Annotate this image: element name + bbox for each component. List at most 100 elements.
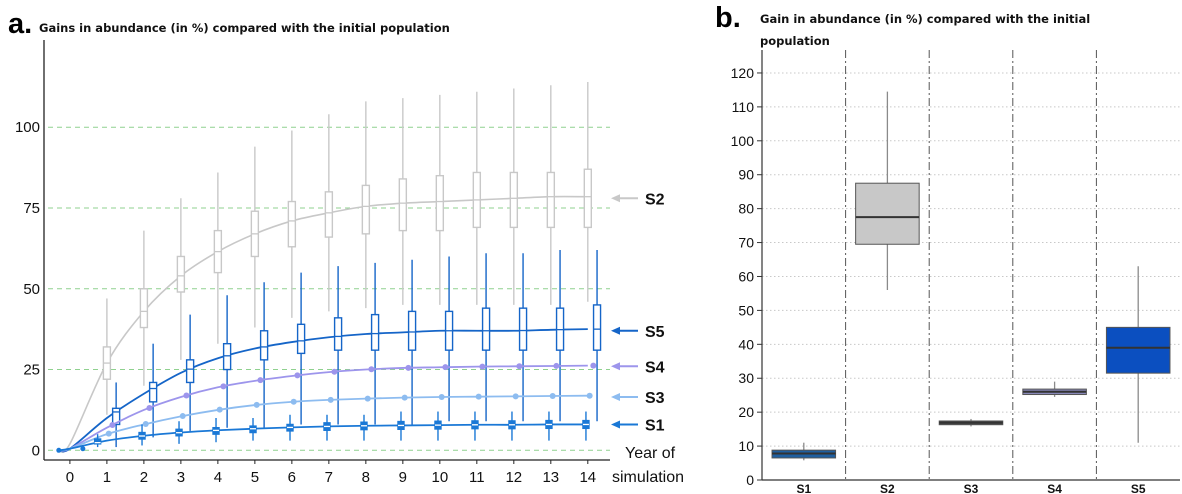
box-S2 <box>287 200 297 248</box>
x-tick-label-a: 14 <box>579 469 596 486</box>
legend-arrowhead-S3 <box>611 393 620 401</box>
y-tick-label-b: 120 <box>731 65 755 81</box>
y-tick-label-b: 60 <box>738 268 754 284</box>
series-line-S3 <box>58 394 588 452</box>
x-axis-label-line1: Year of <box>625 445 676 462</box>
x-tick-label-b: S4 <box>1047 482 1062 494</box>
x-tick-label-b: S2 <box>880 482 895 494</box>
x-tick-label-a: 2 <box>140 469 148 486</box>
point-S4 <box>405 364 412 371</box>
origin-point <box>80 446 86 452</box>
y-tick-label-b: 0 <box>746 472 754 488</box>
point-S3 <box>401 394 408 401</box>
point-S3 <box>253 401 260 408</box>
point-S3 <box>327 396 334 403</box>
x-tick-label-a: 8 <box>362 469 370 486</box>
legend-arrowhead-S2 <box>611 194 620 203</box>
y-tick-label-b: 50 <box>738 302 754 318</box>
chart-b: 0 10 20 30 40 50 60 70 80 90 100 110 120 S1 S2 S3 S4 S5 <box>731 50 1180 494</box>
box-S5 <box>222 342 232 371</box>
point-S3 <box>179 413 186 420</box>
box-S5 <box>592 304 602 351</box>
point-S4 <box>553 362 560 369</box>
panel-a-label: a. <box>8 8 32 40</box>
point-S3 <box>512 393 519 400</box>
x-tick-label-a: 11 <box>469 469 485 486</box>
legend-arrowhead-S5 <box>611 326 620 335</box>
point-S4 <box>368 366 375 373</box>
box-S2 <box>361 184 371 235</box>
y-tick-label-b: 100 <box>731 133 755 149</box>
x-tick-label-a: 6 <box>288 469 296 486</box>
point-S4 <box>516 363 523 370</box>
y-tick-label-a: 100 <box>15 119 40 136</box>
box-S5 <box>296 323 306 355</box>
box-b-S5 <box>1105 326 1171 374</box>
point-S4 <box>257 377 264 384</box>
y-tick-label-b: 90 <box>738 167 754 183</box>
point-S3 <box>142 421 149 428</box>
point-S4 <box>590 362 597 369</box>
series-line-S1 <box>58 423 588 452</box>
legend-arrowhead-S1 <box>611 420 620 429</box>
legend-label-S5: S5 <box>645 324 665 341</box>
box-S2 <box>176 255 186 293</box>
x-tick-label-a: 7 <box>325 469 333 486</box>
box-S5 <box>148 381 158 403</box>
box-S5 <box>185 359 195 384</box>
point-S4 <box>220 383 227 390</box>
y-tick-label-a: 75 <box>23 200 40 217</box>
point-S4 <box>109 422 116 429</box>
legend-label-S2: S2 <box>645 191 665 208</box>
legend-label-S3: S3 <box>645 390 665 407</box>
panel-b-title-line1: Gain in abundance (in %) compared with t… <box>760 12 1090 26</box>
box-S1 <box>93 438 102 445</box>
legend-arrowhead-S4 <box>611 362 620 371</box>
series-line-S2 <box>58 195 588 453</box>
box-S5 <box>518 307 528 351</box>
point-S3 <box>438 393 445 400</box>
box-S2 <box>546 171 556 229</box>
x-axis-label-line2: simulation <box>612 469 684 486</box>
x-tick-label-a: 3 <box>177 469 185 486</box>
panel-a-title: Gains in abundance (in %) compared with … <box>39 21 450 35</box>
origin-point <box>56 447 62 453</box>
box-S5 <box>259 330 269 361</box>
y-tick-label-a: 25 <box>23 362 40 379</box>
y-tick-label-b: 10 <box>738 438 754 454</box>
series-line-S5 <box>58 328 588 453</box>
point-S3 <box>216 406 223 413</box>
x-tick-label-b: S3 <box>964 482 979 494</box>
box-S5 <box>481 307 491 351</box>
y-tick-label-a: 50 <box>23 281 40 298</box>
point-S4 <box>479 363 486 370</box>
point-S3 <box>105 430 112 437</box>
series-line-S4 <box>58 364 588 452</box>
y-tick-label-b: 110 <box>732 99 755 115</box>
x-tick-label-a: 4 <box>214 469 222 486</box>
point-S4 <box>331 368 338 375</box>
x-tick-label-a: 5 <box>251 469 259 486</box>
box-b-S2 <box>855 182 920 245</box>
box-S5 <box>407 310 417 351</box>
legend-label-S1: S1 <box>645 417 665 434</box>
y-tick-label-b: 20 <box>738 404 754 420</box>
box-S5 <box>370 313 380 351</box>
box-S5 <box>333 317 343 351</box>
point-S3 <box>549 393 556 400</box>
point-S3 <box>475 393 482 400</box>
y-tick-label-a: 0 <box>32 442 40 459</box>
panel-b-label: b. <box>715 2 741 34</box>
x-tick-label-a: 10 <box>431 469 448 486</box>
y-tick-label-b: 80 <box>738 201 754 217</box>
x-tick-label-a: 0 <box>66 469 74 486</box>
x-tick-label-a: 13 <box>542 469 559 486</box>
box-S2 <box>583 168 593 229</box>
box-S2 <box>398 178 408 232</box>
point-S3 <box>364 395 371 402</box>
panel-b-title-line2: population <box>760 34 830 48</box>
point-S3 <box>586 392 593 399</box>
